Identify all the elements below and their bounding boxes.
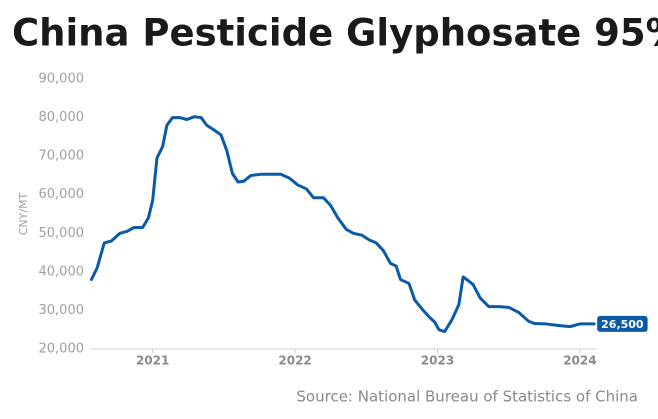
line — [89, 115, 596, 334]
source: Source: National Bureau of Statistics of… — [296, 388, 638, 406]
y-tick-label: 40,000 — [39, 264, 85, 279]
value-label: 26,500 — [601, 318, 644, 331]
x-tick-label: 2021 — [136, 354, 169, 368]
y-tick-label: 90,000 — [39, 72, 85, 87]
y-tick-label: 60,000 — [39, 187, 85, 202]
value-label-box — [597, 315, 648, 332]
y-tick-label: 30,000 — [39, 303, 85, 318]
y-axis-label: CNY/MT — [17, 192, 30, 235]
y-tick-label: 20,000 — [39, 342, 85, 357]
y-tick-label: 80,000 — [39, 110, 85, 125]
x-tick-label: 2024 — [563, 354, 596, 368]
y-tick-label: 70,000 — [39, 149, 85, 164]
y-tick-label: 50,000 — [39, 226, 85, 241]
chart-title: China Pesticide Glyphosate 95% — [12, 12, 658, 55]
x-tick-label: 2023 — [421, 354, 454, 368]
x-tick-label: 2022 — [278, 354, 311, 368]
